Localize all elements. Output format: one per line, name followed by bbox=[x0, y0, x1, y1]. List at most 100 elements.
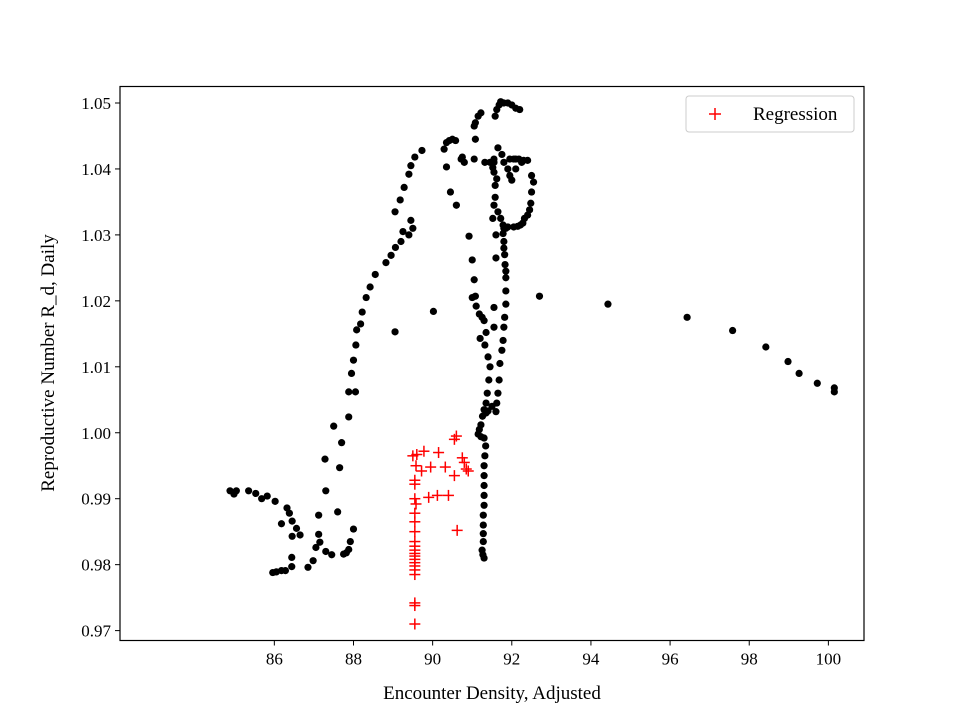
data-point bbox=[485, 376, 493, 384]
data-point bbox=[322, 487, 330, 495]
data-point bbox=[477, 109, 485, 117]
regression-point bbox=[448, 470, 460, 482]
legend: Regression bbox=[685, 95, 855, 133]
data-point bbox=[493, 399, 501, 407]
data-point bbox=[358, 308, 366, 316]
data-point bbox=[472, 302, 480, 310]
data-point bbox=[508, 176, 516, 184]
y-tick-label: 0.99 bbox=[81, 490, 111, 509]
data-point bbox=[446, 188, 455, 196]
data-point bbox=[498, 150, 506, 159]
data-point bbox=[252, 489, 260, 498]
data-point bbox=[399, 227, 407, 236]
data-point bbox=[481, 452, 489, 460]
data-point bbox=[471, 135, 479, 143]
data-point bbox=[351, 388, 360, 396]
data-point bbox=[535, 292, 544, 300]
data-point bbox=[494, 144, 502, 152]
y-tick-label: 0.98 bbox=[81, 556, 111, 575]
data-point bbox=[407, 162, 415, 170]
data-point bbox=[683, 313, 691, 321]
regression-point bbox=[409, 600, 421, 612]
data-point bbox=[500, 237, 508, 246]
regression-point bbox=[450, 430, 462, 442]
data-point bbox=[492, 408, 500, 416]
regression-point bbox=[409, 493, 421, 505]
x-tick-label: 86 bbox=[266, 650, 283, 669]
data-point bbox=[322, 547, 330, 556]
data-point bbox=[470, 155, 478, 163]
data-point bbox=[345, 545, 353, 554]
data-point bbox=[813, 379, 821, 387]
data-point bbox=[491, 193, 499, 201]
data-point bbox=[501, 313, 509, 321]
data-point bbox=[495, 376, 503, 384]
data-point bbox=[471, 292, 479, 300]
data-point bbox=[316, 538, 324, 546]
data-point bbox=[288, 532, 296, 540]
data-point bbox=[499, 229, 507, 238]
data-point bbox=[481, 341, 489, 349]
data-point bbox=[451, 136, 460, 145]
data-point bbox=[330, 422, 338, 430]
data-point bbox=[524, 156, 532, 164]
regression-point bbox=[411, 449, 423, 461]
data-point bbox=[479, 521, 487, 529]
data-point bbox=[499, 336, 507, 345]
data-point bbox=[288, 553, 296, 562]
data-point bbox=[357, 320, 365, 328]
x-tick-label: 100 bbox=[816, 650, 842, 669]
regression-point bbox=[409, 569, 421, 581]
data-point bbox=[245, 487, 253, 495]
data-point bbox=[784, 357, 792, 366]
data-point bbox=[418, 146, 426, 155]
data-point bbox=[482, 328, 490, 337]
data-point bbox=[496, 359, 504, 368]
regression-point bbox=[433, 447, 445, 459]
data-point bbox=[353, 326, 361, 334]
data-point bbox=[527, 199, 535, 207]
data-point bbox=[479, 530, 487, 538]
data-point bbox=[347, 369, 356, 377]
data-point bbox=[492, 254, 500, 262]
data-point bbox=[468, 256, 476, 264]
regression-point bbox=[425, 461, 437, 473]
data-point bbox=[491, 181, 499, 190]
data-point bbox=[391, 208, 399, 216]
data-point bbox=[258, 495, 266, 503]
data-point bbox=[484, 353, 492, 361]
legend-box bbox=[685, 95, 855, 133]
data-point bbox=[498, 346, 506, 354]
data-point bbox=[501, 251, 509, 259]
data-point bbox=[362, 293, 370, 302]
legend-marker-regression bbox=[709, 108, 721, 120]
x-tick-label: 90 bbox=[424, 650, 441, 669]
legend-label-regression: Regression bbox=[753, 104, 838, 125]
data-point bbox=[346, 537, 354, 546]
data-point bbox=[345, 413, 353, 421]
data-point bbox=[604, 300, 612, 308]
data-point bbox=[263, 492, 271, 500]
data-point bbox=[391, 328, 399, 336]
data-point bbox=[382, 258, 390, 267]
data-point bbox=[397, 237, 405, 246]
data-point bbox=[486, 363, 494, 371]
data-point bbox=[480, 434, 488, 442]
data-point bbox=[407, 216, 415, 224]
data-point bbox=[502, 274, 510, 282]
x-tick-label: 92 bbox=[503, 650, 520, 669]
data-point bbox=[492, 231, 500, 239]
data-point bbox=[349, 525, 358, 533]
regression-point bbox=[460, 463, 472, 475]
data-point bbox=[527, 188, 536, 196]
data-point bbox=[516, 105, 524, 114]
data-point bbox=[493, 175, 501, 183]
x-axis-label: Encounter Density, Adjusted bbox=[383, 683, 601, 704]
y-tick-label: 1.03 bbox=[81, 226, 111, 245]
x-axis-ticks: 86 88 90 92 94 96 98 100 bbox=[266, 640, 842, 669]
data-point bbox=[527, 171, 536, 180]
regression-point bbox=[410, 460, 422, 472]
series-regression bbox=[407, 430, 474, 630]
data-point bbox=[400, 183, 408, 192]
data-point bbox=[483, 389, 491, 397]
